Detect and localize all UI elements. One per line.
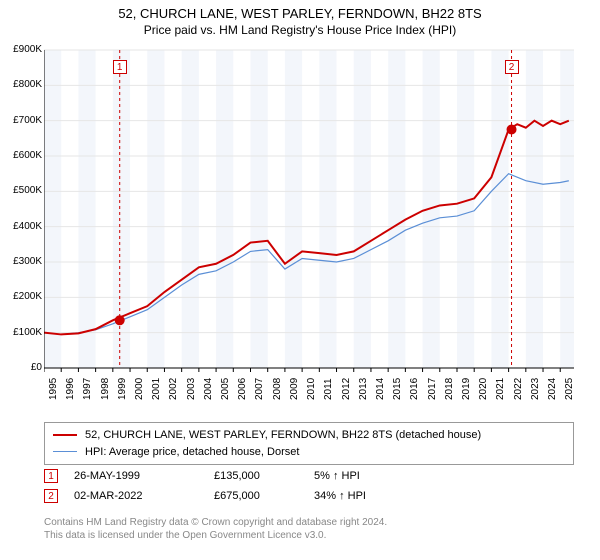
y-tick-label: £700K — [2, 115, 42, 126]
x-tick-label: 2002 — [168, 378, 179, 400]
sale-date: 02-MAR-2022 — [74, 490, 214, 502]
x-tick-label: 1997 — [82, 378, 93, 400]
legend-label-hpi: HPI: Average price, detached house, Dors… — [85, 444, 299, 461]
y-tick-label: £100K — [2, 327, 42, 338]
event-marker-box: 2 — [505, 60, 519, 74]
sale-marker: 2 — [44, 489, 58, 503]
x-tick-label: 2003 — [186, 378, 197, 400]
x-tick-label: 2014 — [375, 378, 386, 400]
x-tick-label: 1995 — [48, 378, 59, 400]
legend-swatch-hpi — [53, 451, 77, 452]
chart-container: 52, CHURCH LANE, WEST PARLEY, FERNDOWN, … — [0, 0, 600, 560]
y-tick-label: £300K — [2, 256, 42, 267]
sale-price: £675,000 — [214, 490, 314, 502]
y-tick-label: £900K — [2, 44, 42, 55]
x-tick-label: 2016 — [409, 378, 420, 400]
title-block: 52, CHURCH LANE, WEST PARLEY, FERNDOWN, … — [0, 0, 600, 39]
x-tick-label: 2010 — [306, 378, 317, 400]
x-tick-label: 2006 — [237, 378, 248, 400]
x-tick-label: 2011 — [323, 378, 334, 400]
x-tick-label: 2022 — [513, 378, 524, 400]
legend-box: 52, CHURCH LANE, WEST PARLEY, FERNDOWN, … — [44, 422, 574, 465]
x-tick-label: 2000 — [134, 378, 145, 400]
title-subtitle: Price paid vs. HM Land Registry's House … — [0, 23, 600, 37]
legend-row: 52, CHURCH LANE, WEST PARLEY, FERNDOWN, … — [53, 427, 565, 444]
chart-svg — [44, 44, 580, 394]
chart-area — [44, 44, 580, 394]
x-tick-label: 1996 — [65, 378, 76, 400]
x-tick-label: 2025 — [564, 378, 575, 400]
y-tick-label: £200K — [2, 291, 42, 302]
sale-diff: 34% ↑ HPI — [314, 490, 414, 502]
x-tick-label: 2009 — [289, 378, 300, 400]
y-tick-label: £600K — [2, 150, 42, 161]
legend-row: HPI: Average price, detached house, Dors… — [53, 444, 565, 461]
x-tick-label: 1999 — [117, 378, 128, 400]
attribution-line2: This data is licensed under the Open Gov… — [44, 529, 574, 542]
x-tick-label: 2018 — [444, 378, 455, 400]
sale-row: 1 26-MAY-1999 £135,000 5% ↑ HPI — [44, 466, 574, 486]
x-tick-label: 2012 — [341, 378, 352, 400]
x-tick-label: 2017 — [427, 378, 438, 400]
y-tick-label: £800K — [2, 79, 42, 90]
sale-price: £135,000 — [214, 470, 314, 482]
x-tick-label: 2005 — [220, 378, 231, 400]
x-tick-label: 2021 — [495, 378, 506, 400]
y-tick-label: £0 — [2, 362, 42, 373]
event-marker-box: 1 — [113, 60, 127, 74]
sale-row: 2 02-MAR-2022 £675,000 34% ↑ HPI — [44, 486, 574, 506]
legend-swatch-property — [53, 434, 77, 436]
x-tick-label: 2015 — [392, 378, 403, 400]
title-address: 52, CHURCH LANE, WEST PARLEY, FERNDOWN, … — [0, 6, 600, 21]
x-tick-label: 2023 — [530, 378, 541, 400]
x-tick-label: 2008 — [272, 378, 283, 400]
sales-table: 1 26-MAY-1999 £135,000 5% ↑ HPI 2 02-MAR… — [44, 466, 574, 506]
y-tick-label: £500K — [2, 185, 42, 196]
sale-diff: 5% ↑ HPI — [314, 470, 414, 482]
x-tick-label: 2024 — [547, 378, 558, 400]
x-tick-label: 2020 — [478, 378, 489, 400]
x-tick-label: 2001 — [151, 378, 162, 400]
x-tick-label: 2007 — [254, 378, 265, 400]
x-tick-label: 2019 — [461, 378, 472, 400]
attribution-line1: Contains HM Land Registry data © Crown c… — [44, 516, 574, 529]
x-tick-label: 2004 — [203, 378, 214, 400]
sale-date: 26-MAY-1999 — [74, 470, 214, 482]
legend-label-property: 52, CHURCH LANE, WEST PARLEY, FERNDOWN, … — [85, 427, 481, 444]
y-tick-label: £400K — [2, 221, 42, 232]
x-tick-label: 1998 — [100, 378, 111, 400]
sale-marker: 1 — [44, 469, 58, 483]
attribution-text: Contains HM Land Registry data © Crown c… — [44, 516, 574, 542]
x-tick-label: 2013 — [358, 378, 369, 400]
